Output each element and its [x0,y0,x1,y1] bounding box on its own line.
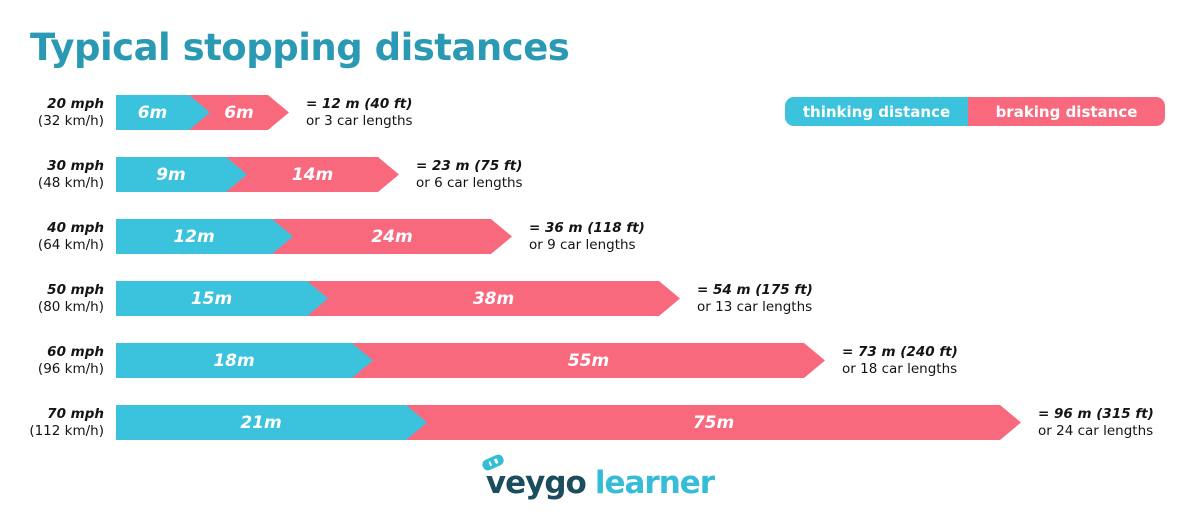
total-distance: = 54 m (175 ft) [697,282,813,298]
logo-learner-text: learner [594,465,715,501]
stopping-distance-row-60-mph: 60 mph (96 km/h) 18m 55m = 73 m (240 ft) or 1… [0,343,1200,378]
speed-mph: 60 mph [47,343,104,360]
speed-kmh: (96 km/h) [37,360,104,377]
thinking-distance-value: 6m [137,102,168,123]
speed-mph: 30 mph [47,157,104,174]
legend-thinking-distance: thinking distance [785,97,968,126]
car-lengths: or 6 car lengths [416,175,523,191]
thinking-distance-bar: 6m [116,95,210,130]
braking-distance-bar: 55m [352,343,825,378]
speed-kmh: (64 km/h) [37,236,104,253]
speed-mph: 50 mph [47,281,104,298]
stopping-distance-row-70-mph: 70 mph (112 km/h) 21m 75m = 96 m (315 ft) or … [0,405,1200,440]
speed-kmh: (48 km/h) [37,174,104,191]
speed-label: 70 mph (112 km/h) [0,405,104,440]
result-text: = 96 m (315 ft) or 24 car lengths [1038,406,1154,440]
braking-distance-value: 75m [692,412,735,433]
result-text: = 23 m (75 ft) or 6 car lengths [416,158,523,192]
braking-distance-bar: 38m [307,281,680,316]
braking-distance-bar: 75m [406,405,1021,440]
braking-distance-value: 55m [567,350,610,371]
brand-logo: veygo learner [0,453,1200,508]
speed-label: 60 mph (96 km/h) [0,343,104,378]
car-lengths: or 24 car lengths [1038,423,1154,439]
braking-distance-bar: 24m [272,219,512,254]
speed-label: 30 mph (48 km/h) [0,157,104,192]
speed-label: 50 mph (80 km/h) [0,281,104,316]
thinking-distance-bar: 18m [116,343,373,378]
total-distance: = 12 m (40 ft) [306,96,413,112]
thinking-distance-bar: 21m [116,405,427,440]
braking-distance-value: 14m [291,164,334,185]
result-text: = 36 m (118 ft) or 9 car lengths [529,220,645,254]
page-title: Typical stopping distances [30,26,570,69]
speed-kmh: (112 km/h) [29,422,104,439]
speed-mph: 20 mph [47,95,104,112]
stopping-distance-row-30-mph: 30 mph (48 km/h) 9m 14m = 23 m (75 ft) or 6 c… [0,157,1200,192]
speed-mph: 40 mph [47,219,104,236]
car-lengths: or 3 car lengths [306,113,413,129]
total-distance: = 36 m (118 ft) [529,220,645,236]
braking-distance-value: 24m [371,226,413,247]
result-text: = 73 m (240 ft) or 18 car lengths [842,344,958,378]
thinking-distance-bar: 9m [116,157,247,192]
speed-mph: 70 mph [47,405,104,422]
speed-kmh: (80 km/h) [37,298,104,315]
thinking-distance-value: 21m [240,412,282,433]
thinking-distance-value: 15m [190,288,233,309]
result-text: = 12 m (40 ft) or 3 car lengths [306,96,413,130]
braking-distance-value: 38m [472,288,515,309]
car-lengths: or 9 car lengths [529,237,636,253]
total-distance: = 23 m (75 ft) [416,158,523,174]
braking-distance-value: 6m [224,102,254,123]
braking-distance-bar: 14m [226,157,399,192]
speed-kmh: (32 km/h) [37,112,104,129]
legend: thinking distance braking distance [785,97,1165,126]
stopping-distance-row-40-mph: 40 mph (64 km/h) 12m 24m = 36 m (118 ft) or 9… [0,219,1200,254]
total-distance: = 96 m (315 ft) [1038,406,1154,422]
total-distance: = 73 m (240 ft) [842,344,958,360]
thinking-distance-value: 18m [213,350,255,371]
car-lengths: or 18 car lengths [842,361,958,377]
thinking-distance-bar: 15m [116,281,328,316]
speed-label: 40 mph (64 km/h) [0,219,104,254]
legend-braking-distance: braking distance [968,97,1165,126]
stopping-distance-row-20-mph: 20 mph (32 km/h) 6m 6m = 12 m (40 ft) or 3 ca… [0,95,1200,130]
thinking-distance-value: 12m [173,226,215,247]
stopping-distance-row-50-mph: 50 mph (80 km/h) 15m 38m = 54 m (175 ft) or 1… [0,281,1200,316]
speed-label: 20 mph (32 km/h) [0,95,104,130]
result-text: = 54 m (175 ft) or 13 car lengths [697,282,813,316]
thinking-distance-value: 9m [156,164,186,185]
thinking-distance-bar: 12m [116,219,293,254]
car-lengths: or 13 car lengths [697,299,813,315]
logo-veygo-text: veygo [485,465,587,501]
